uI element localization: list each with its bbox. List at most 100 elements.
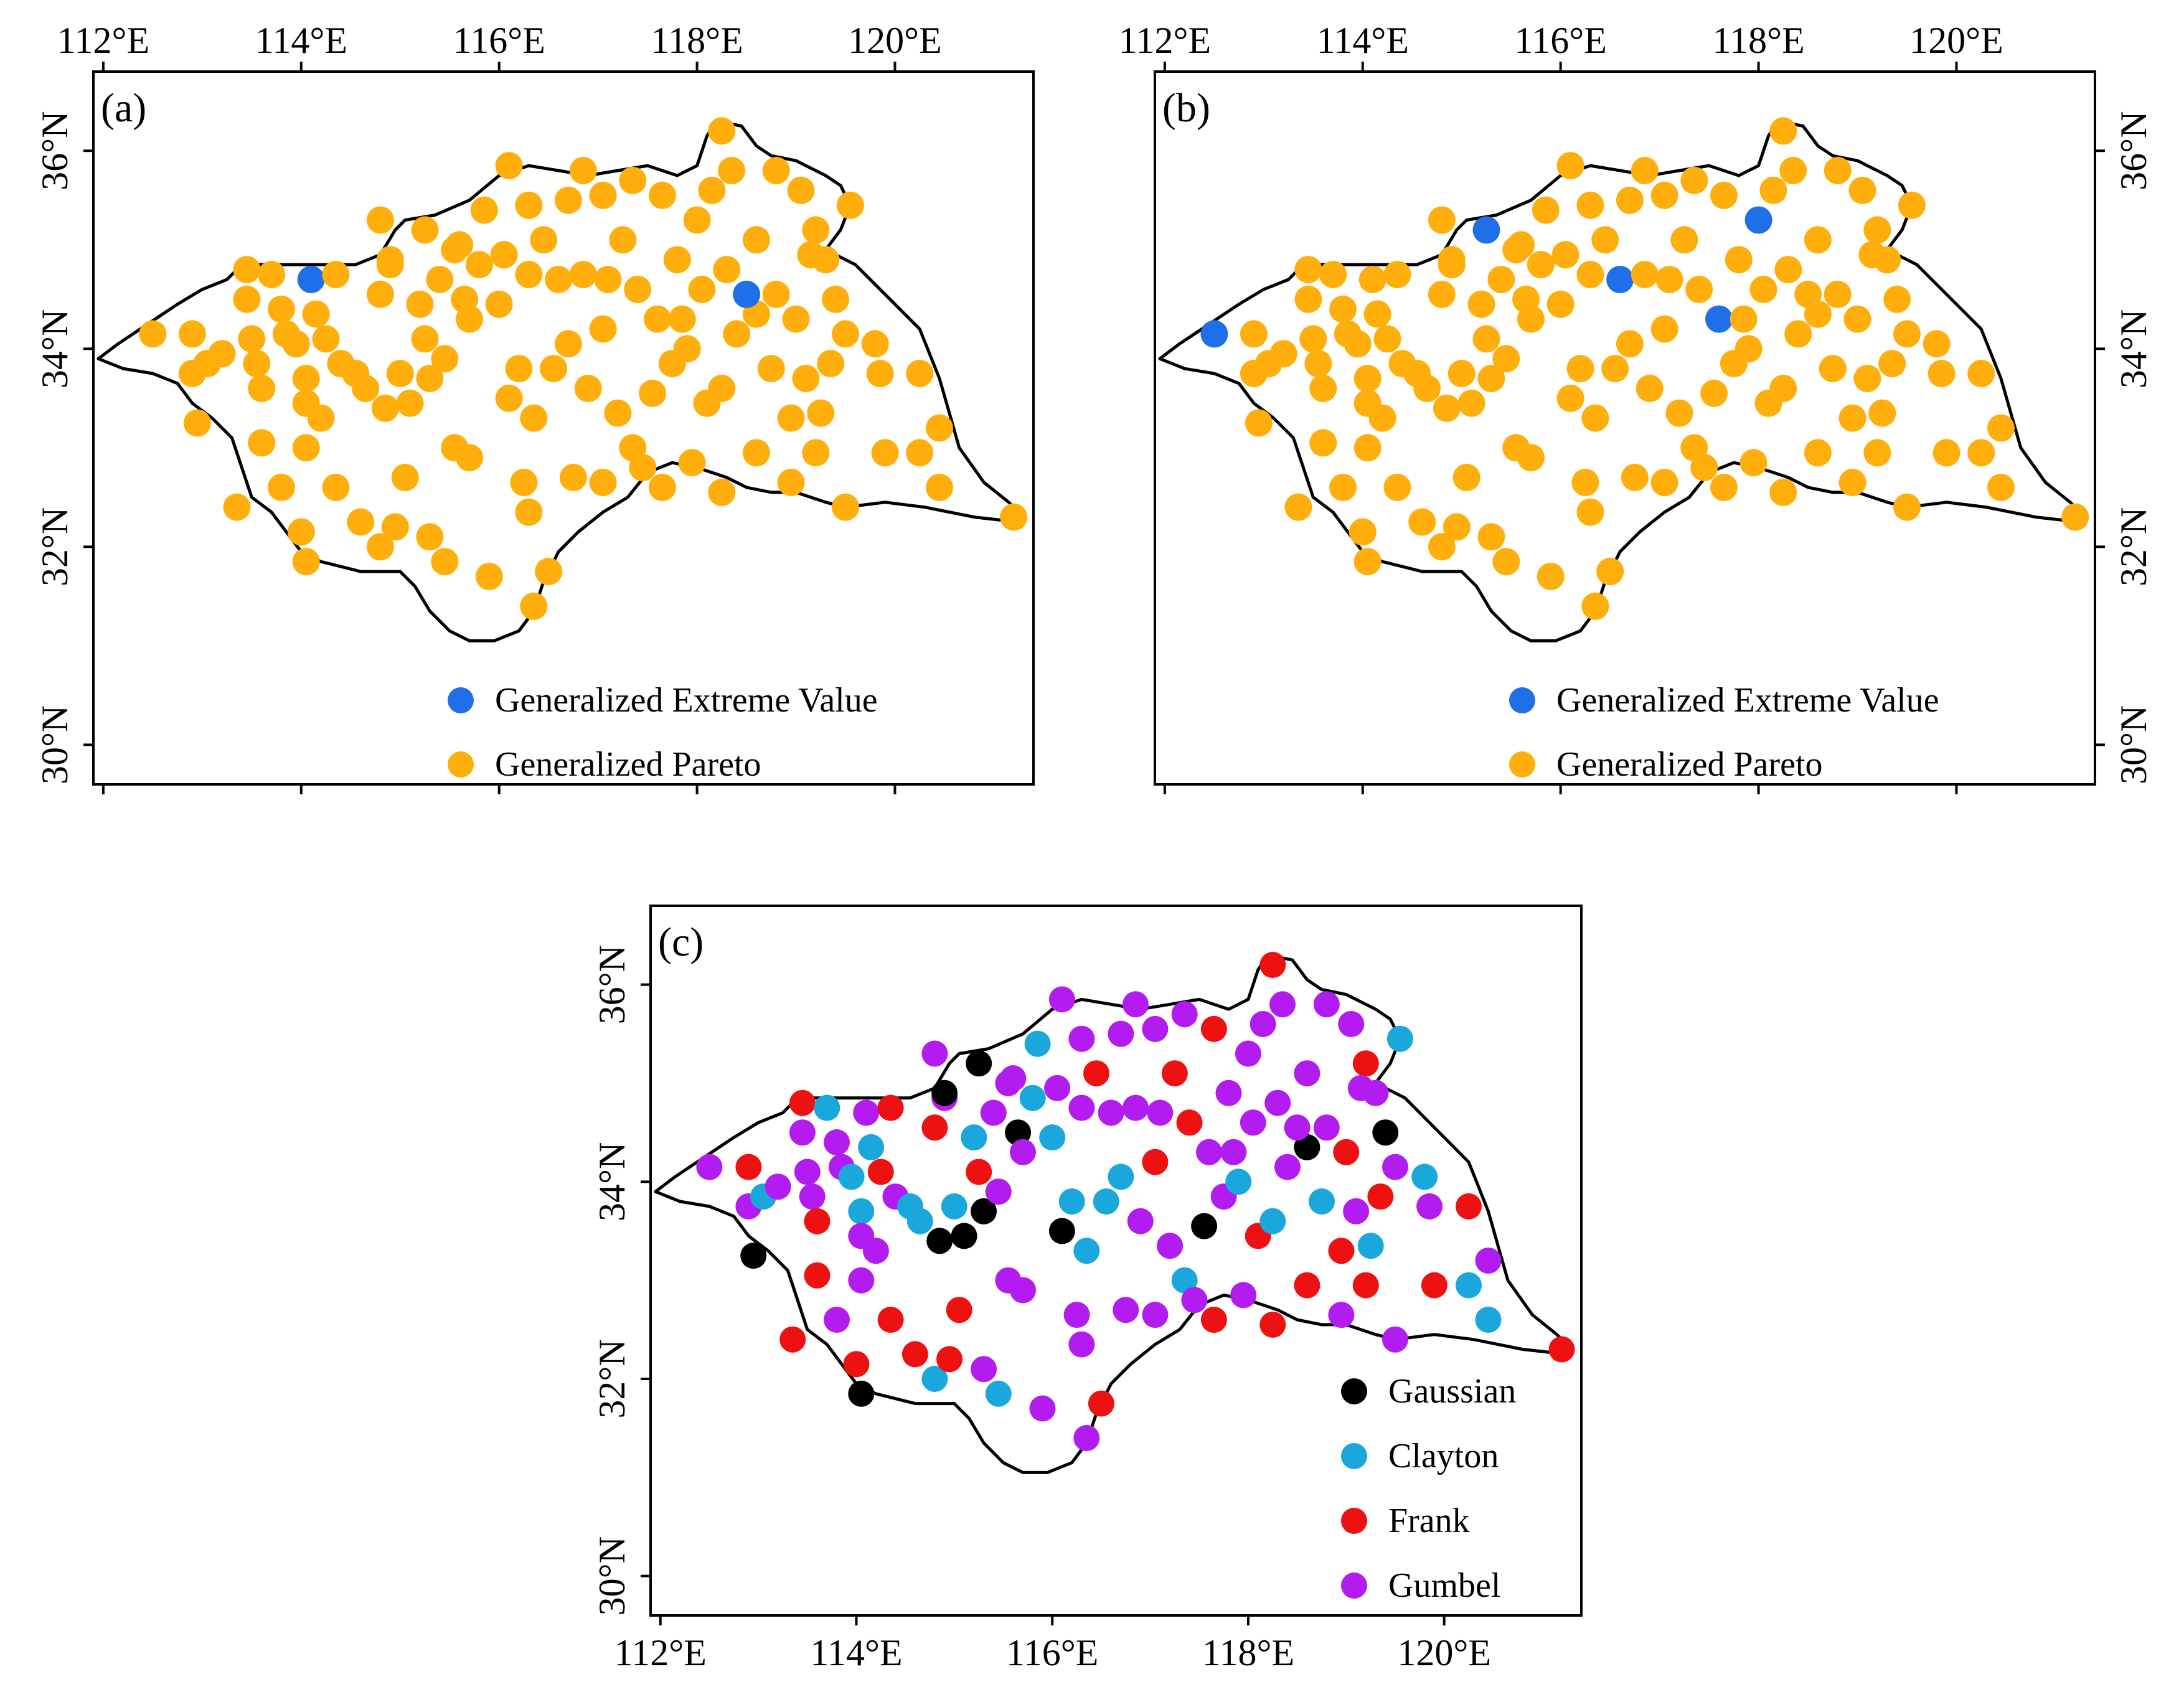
station-point: Generalized Pareto [1853, 365, 1881, 392]
station-point: Gumbel [765, 1173, 791, 1200]
station-point: Generalized Pareto [782, 305, 810, 333]
station-point: Generalized Pareto [713, 256, 741, 284]
station-point: Generalized Pareto [1581, 592, 1609, 620]
station-point: Clayton [1386, 1025, 1413, 1052]
y-tick-label: 30°N [2113, 705, 2154, 784]
station-point: Frank [1548, 1336, 1575, 1363]
station-point: Generalized Pareto [282, 330, 310, 358]
station-point: Generalized Pareto [1824, 157, 1852, 184]
station-point: Generalized Pareto [1650, 469, 1678, 496]
legend-label-gev: Generalized Extreme Value [495, 681, 878, 720]
station-point: Generalized Pareto [366, 280, 394, 308]
x-tick-label: 118°E [651, 20, 743, 61]
station-point: Generalized Pareto [1443, 513, 1471, 541]
station-point: Generalized Pareto [604, 399, 632, 427]
station-point: Generalized Pareto [589, 181, 617, 209]
station-point: Clayton [1357, 1233, 1384, 1259]
station-point: Generalized Pareto [554, 186, 582, 214]
legend-label-clayton: Clayton [1388, 1437, 1499, 1475]
station-point: Generalized Pareto [1546, 290, 1574, 318]
station-point: Generalized Pareto [1329, 473, 1357, 501]
station-point: Clayton [814, 1094, 840, 1121]
basin-boundary [96, 120, 1025, 642]
station-point: Gumbel [1010, 1277, 1036, 1304]
station-point: Frank [789, 1089, 816, 1116]
station-point: Generalized Pareto [1680, 166, 1708, 194]
station-point: Frank [843, 1351, 870, 1378]
station-point: Generalized Pareto [1710, 473, 1738, 501]
station-point: Generalized Pareto [248, 429, 276, 457]
station-point: Generalized Pareto [1319, 261, 1347, 288]
station-point: Clayton [1019, 1084, 1046, 1111]
station-point: Gaussian [848, 1380, 875, 1407]
station-point: Generalized Pareto [520, 592, 548, 620]
station-point: Frank [804, 1208, 831, 1234]
station-point: Generalized Pareto [1438, 246, 1466, 274]
station-point: Generalized Pareto [1294, 285, 1322, 313]
station-point: Generalized Pareto [1685, 275, 1713, 303]
station-point: Generalized Pareto [1898, 191, 1926, 219]
station-point: Gumbel [1215, 1079, 1242, 1106]
station-point: Generalized Pareto [490, 241, 518, 269]
station-point: Generalized Pareto [535, 558, 563, 586]
station-point: Generalized Pareto [871, 439, 899, 467]
station-point: Clayton [1108, 1163, 1134, 1190]
legend-label-gaussian: Gaussian [1388, 1372, 1516, 1411]
station-point: Generalized Pareto [1353, 434, 1381, 462]
station-point: Generalized Pareto [292, 548, 320, 576]
station-point: Generalized Pareto [456, 305, 483, 333]
legend-label-gp: Generalized Pareto [1556, 745, 1823, 784]
station-point: Generalized Pareto [1477, 523, 1505, 551]
station-point: Generalized Pareto [1784, 320, 1812, 348]
station-point: Generalized Pareto [1878, 350, 1906, 378]
station-point: Clayton [1309, 1188, 1335, 1215]
station-point: Frank [966, 1159, 992, 1185]
station-point: Clayton [1456, 1272, 1482, 1299]
basin-boundary [1158, 120, 2087, 642]
station-point: Gumbel [1475, 1248, 1502, 1274]
y-tick-label: 32°N [34, 507, 75, 586]
station-point: Generalized Pareto [1779, 157, 1807, 184]
station-point: Frank [901, 1341, 928, 1368]
station-point: Gumbel [862, 1238, 889, 1264]
station-point: Gaussian [740, 1243, 767, 1269]
station-point: Clayton [1225, 1168, 1252, 1195]
y-tick-label: 34°N [2113, 309, 2154, 388]
station-point: Gumbel [1171, 1001, 1198, 1028]
station-point: Generalized Pareto [366, 206, 394, 234]
station-point: Gumbel [1068, 1331, 1095, 1358]
station-point: Clayton [1039, 1124, 1066, 1151]
x-tick-label: 120°E [1909, 20, 2003, 61]
x-tick-label: 118°E [1202, 1632, 1294, 1673]
station-point: Frank [1259, 1311, 1286, 1338]
station-point: Gumbel [1382, 1154, 1408, 1180]
legend: Generalized Extreme Value Generalized Par… [1509, 681, 1939, 784]
x-tick-label: 114°E [255, 20, 347, 61]
station-point: Generalized Pareto [376, 246, 404, 274]
station-point: Gumbel [1284, 1114, 1311, 1141]
station-point: Gumbel [1142, 1015, 1169, 1042]
station-point: Gumbel [1147, 1099, 1174, 1126]
station-point: Frank [936, 1346, 963, 1373]
station-point: Generalized Pareto [515, 261, 543, 288]
station-point: Generalized Extreme Value [1200, 320, 1228, 348]
station-point: Generalized Pareto [243, 350, 271, 378]
station-point: Generalized Pareto [1838, 469, 1866, 496]
station-point: Gumbel [995, 1070, 1022, 1096]
station-point: Generalized Pareto [268, 473, 295, 501]
station-point: Clayton [1058, 1188, 1085, 1215]
station-point: Generalized Pareto [1353, 548, 1381, 576]
station-point: Generalized Pareto [1631, 157, 1659, 184]
station-point: Generalized Pareto [1299, 325, 1327, 353]
station-point: Frank [1200, 1307, 1227, 1333]
station-point: Generalized Pareto [1556, 152, 1584, 180]
station-point: Generalized Pareto [1932, 439, 1960, 467]
station-point: Generalized Pareto [1383, 473, 1411, 501]
station-point: Generalized Pareto [312, 325, 340, 353]
station-point: Frank [1142, 1149, 1169, 1175]
legend-label-gev: Generalized Extreme Value [1556, 681, 1939, 720]
station-point: Generalized Pareto [757, 355, 785, 383]
x-tick-label: 114°E [810, 1632, 902, 1673]
station-point: Generalized Pareto [292, 434, 320, 462]
station-point: Generalized Pareto [926, 473, 953, 501]
